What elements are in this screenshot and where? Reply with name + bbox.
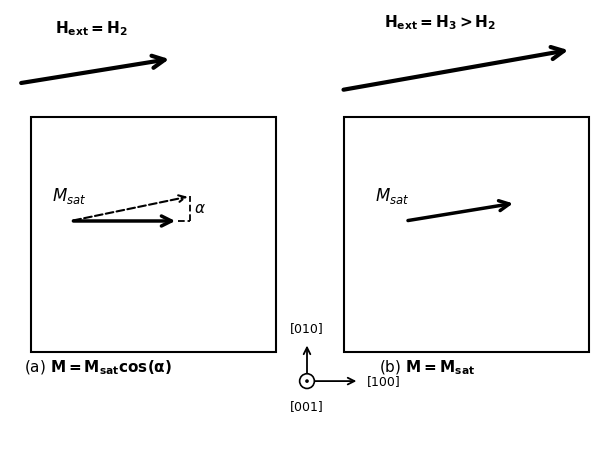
Ellipse shape (305, 379, 309, 383)
Text: [100]: [100] (367, 375, 400, 387)
Text: $\mathbf{H_{ext} = H_2}$: $\mathbf{H_{ext} = H_2}$ (55, 20, 128, 38)
Ellipse shape (300, 374, 314, 388)
Text: $\mathbf{H_{ext} = H_3{>}H_2}$: $\mathbf{H_{ext} = H_3{>}H_2}$ (384, 13, 496, 32)
Bar (344, 117, 589, 352)
Text: [001]: [001] (290, 400, 324, 413)
Text: [010]: [010] (290, 322, 324, 335)
Text: $\alpha$: $\alpha$ (194, 201, 206, 216)
Text: $\mathit{M_{sat}}$: $\mathit{M_{sat}}$ (375, 186, 409, 206)
Text: (b) $\mathbf{M = M_{sat}}$: (b) $\mathbf{M = M_{sat}}$ (379, 359, 475, 377)
Text: $\mathit{M_{sat}}$: $\mathit{M_{sat}}$ (52, 186, 87, 206)
Text: (a) $\mathbf{M = M_{sat}cos(\alpha)}$: (a) $\mathbf{M = M_{sat}cos(\alpha)}$ (24, 359, 173, 377)
Bar (31, 117, 276, 352)
